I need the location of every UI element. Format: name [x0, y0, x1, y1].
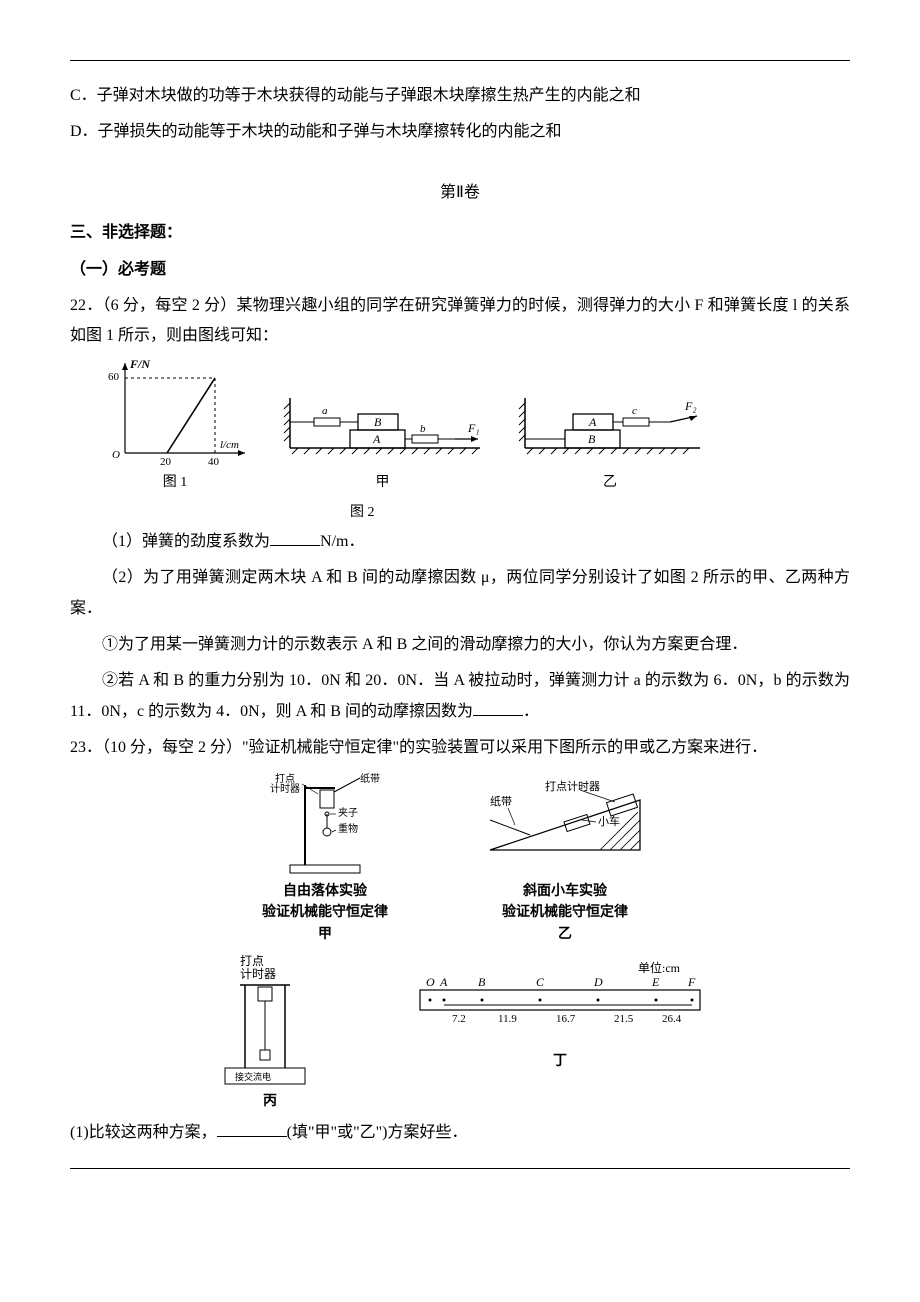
svg-text:B: B — [478, 975, 486, 989]
page-top-rule — [70, 60, 850, 61]
yi-A: A — [588, 415, 597, 429]
q22-sub1: （1）弹簧的劲度系数为 N/m． — [70, 527, 850, 557]
page-bottom-rule — [70, 1168, 850, 1169]
q23-bing-svg: 接交流电 打点 计时器 — [210, 950, 330, 1090]
svg-text:E: E — [651, 975, 660, 989]
fig1-ylabel: F/N — [129, 358, 151, 371]
q23-fig-row2: 接交流电 打点 计时器 丙 单位:cm O A B — [70, 950, 850, 1112]
q22-sub1-b: N/m． — [320, 533, 364, 550]
svg-text:O: O — [426, 975, 435, 989]
d0: 7.2 — [452, 1013, 466, 1025]
q22-sub2-1: ①为了用某一弹簧测力计的示数表示 A 和 B 之间的滑动摩擦力的大小，你认为方案… — [70, 630, 850, 660]
q23-ding-svg: 单位:cm O A B C D E F — [410, 950, 710, 1050]
q23-sub1-blank — [217, 1120, 287, 1137]
q22-fig2-yi-svg: B A c F₂ — [515, 388, 705, 468]
q23-jia-line1: 自由落体实验 — [260, 882, 390, 902]
d2: 16.7 — [556, 1013, 576, 1025]
q23-jia-svg: 打点 计时器 纸带 夹子 重物 — [260, 770, 390, 880]
svg-text:D: D — [593, 975, 603, 989]
required-heading: （一）必考题 — [70, 255, 850, 285]
bing-t1: 打点 — [240, 954, 264, 968]
svg-text:C: C — [536, 975, 545, 989]
ding-unit: 单位:cm — [638, 960, 681, 975]
q22-fig2-group-cap: 图 2 — [350, 500, 850, 527]
fig1-x20: 20 — [160, 456, 172, 468]
q22-stem: 22．（6 分，每空 2 分）某物理兴趣小组的同学在研究弹簧弹力的时候，测得弹力… — [70, 291, 850, 352]
jia-B: B — [374, 415, 382, 429]
jia-a: a — [322, 405, 328, 417]
yi-c: c — [632, 405, 637, 417]
q22-sub1-blank — [270, 529, 320, 546]
jia-A: A — [372, 432, 381, 446]
q23-stem: 23．（10 分，每空 2 分）"验证机械能守恒定律"的实验装置可以采用下图所示… — [70, 733, 850, 763]
svg-text:F: F — [687, 975, 696, 989]
bing-ac: 接交流电 — [235, 1071, 271, 1082]
jia-timer2: 计时器 — [270, 782, 300, 795]
q23-sub1-b: (填"甲"或"乙")方案好些． — [287, 1124, 468, 1141]
q23-fig-ding: 单位:cm O A B C D E F — [410, 950, 710, 1112]
q23-sub1: (1)比较这两种方案， (填"甲"或"乙")方案好些． — [70, 1118, 850, 1148]
d4: 26.4 — [662, 1013, 682, 1025]
part2-title: 第Ⅱ卷 — [70, 178, 850, 208]
jia-F1: F₁ — [467, 421, 480, 435]
q22-sub1-a: （1）弹簧的劲度系数为 — [102, 533, 270, 550]
svg-text:A: A — [439, 975, 448, 989]
q22-sub2-2: ②若 A 和 B 的重力分别为 10．0N 和 20．0N．当 A 被拉动时，弹… — [70, 666, 850, 727]
q23-jia-cap: 甲 — [260, 925, 390, 945]
q23-fig-yi: 纸带 打点计时器 小车 斜面小车实验 验证机械能守恒定律 乙 — [470, 770, 660, 945]
q22-sub2-2-blank — [473, 699, 523, 716]
jia-b: b — [420, 423, 426, 435]
yi-F2: F₂ — [684, 399, 697, 413]
d3: 21.5 — [614, 1013, 634, 1025]
svg-text:O: O — [112, 449, 120, 461]
q22-fig1-caption: 图 1 — [100, 470, 250, 497]
fig1-xlabel: l/cm — [220, 439, 239, 451]
q22-sub2-2a: ②若 A 和 B 的重力分别为 10．0N 和 20．0N．当 A 被拉动时，弹… — [70, 672, 850, 719]
q23-yi-cap: 乙 — [470, 925, 660, 945]
q23-fig-row1: 打点 计时器 纸带 夹子 重物 自由落体实验 验证机械能守恒定律 甲 — [70, 770, 850, 945]
d1: 11.9 — [498, 1013, 517, 1025]
yi-car: 小车 — [598, 814, 620, 828]
option-c: C．子弹对木块做的功等于木块获得的动能与子弹跟木块摩擦生热产生的内能之和 — [70, 81, 850, 111]
section-3-heading: 三、非选择题： — [70, 218, 850, 248]
jia-tape: 纸带 — [360, 772, 380, 785]
q23-yi-line2: 验证机械能守恒定律 — [470, 903, 660, 923]
q22-sub2-2b: ． — [523, 703, 539, 720]
q23-jia-line2: 验证机械能守恒定律 — [260, 903, 390, 923]
q22-fig2-jia-cap: 甲 — [280, 470, 485, 497]
q22-fig2-yi: B A c F₂ 乙 — [515, 388, 705, 497]
jia-clip: 夹子 — [338, 806, 358, 819]
q23-sub1-a: (1)比较这两种方案， — [70, 1124, 217, 1141]
q22-fig2-jia-svg: A B a b F₁ — [280, 388, 485, 468]
yi-B: B — [588, 432, 596, 446]
q23-fig-bing: 接交流电 打点 计时器 丙 — [210, 950, 330, 1112]
q22-sub2: （2）为了用弹簧测定两木块 A 和 B 间的动摩擦因数 μ，两位同学分别设计了如… — [70, 563, 850, 624]
q23-bing-cap: 丙 — [210, 1092, 330, 1112]
fig1-x40: 40 — [208, 456, 220, 468]
fig1-y60: 60 — [108, 371, 120, 383]
q22-fig2-yi-cap: 乙 — [515, 470, 705, 497]
yi-tape: 纸带 — [490, 795, 512, 808]
q22-fig1-svg: 60 20 40 O F/N l/cm — [100, 358, 250, 468]
q22-fig2-jia: A B a b F₁ 甲 — [280, 388, 485, 497]
q22-figure-row: 60 20 40 O F/N l/cm 图 1 — [100, 358, 850, 497]
yi-timer: 打点计时器 — [545, 779, 600, 793]
q22-fig1: 60 20 40 O F/N l/cm 图 1 — [100, 358, 250, 497]
jia-mass: 重物 — [338, 822, 358, 835]
q23-yi-line1: 斜面小车实验 — [470, 882, 660, 902]
option-d: D．子弹损失的动能等于木块的动能和子弹与木块摩擦转化的内能之和 — [70, 117, 850, 147]
q23-fig-jia: 打点 计时器 纸带 夹子 重物 自由落体实验 验证机械能守恒定律 甲 — [260, 770, 390, 945]
bing-t2: 计时器 — [240, 967, 276, 981]
q23-yi-svg: 纸带 打点计时器 小车 — [470, 770, 660, 880]
q23-ding-cap: 丁 — [410, 1052, 710, 1072]
